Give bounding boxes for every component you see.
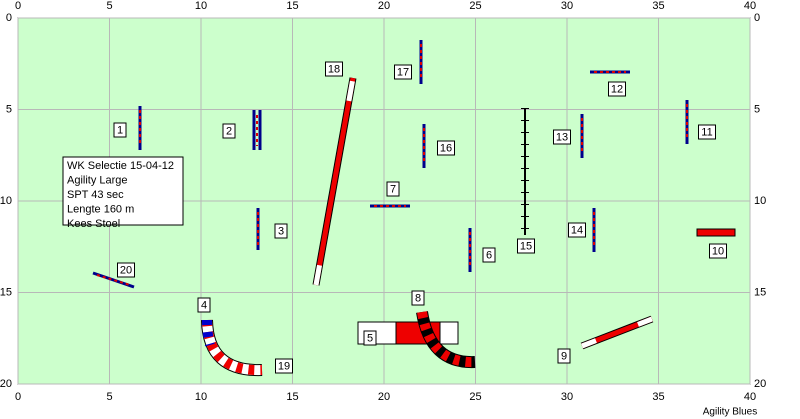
obstacle-label: 8 <box>415 292 421 304</box>
obstacle-label: 11 <box>701 126 712 138</box>
y-tick-label: 10 <box>754 195 766 207</box>
obstacle-label: 5 <box>367 332 373 344</box>
obstacle-label-box <box>553 129 571 145</box>
y-tick-label: 10 <box>0 195 12 207</box>
obstacle-label: 18 <box>328 63 340 75</box>
x-tick-label: 40 <box>744 0 756 12</box>
obstacle-label-box <box>709 243 727 259</box>
obstacle-label-box <box>113 122 127 138</box>
x-tick-label: 0 <box>15 391 21 403</box>
y-tick-label: 15 <box>754 286 766 298</box>
x-tick-label: 35 <box>652 391 664 403</box>
info-line: Kees Stoel <box>67 218 120 230</box>
obstacle-label-box <box>394 64 412 80</box>
x-tick-label: 25 <box>469 0 481 12</box>
obstacle-label: 9 <box>561 350 567 362</box>
obstacles <box>92 40 736 377</box>
y-tick-label: 5 <box>754 103 760 115</box>
obstacle-label: 16 <box>440 142 452 154</box>
x-tick-label: 25 <box>469 391 481 403</box>
jump-bar <box>96 44 688 286</box>
obstacle-label-box <box>482 247 496 263</box>
obstacle-label-box <box>557 348 571 364</box>
x-tick-label: 30 <box>561 391 573 403</box>
info-line: Agility Large <box>67 174 128 186</box>
obstacle-label: 4 <box>201 299 207 311</box>
y-tick-label: 0 <box>6 12 12 24</box>
obstacle-label: 3 <box>278 225 284 237</box>
x-tick-label: 5 <box>106 0 112 12</box>
obstacle-label-box <box>222 123 236 139</box>
obstacle-label: 19 <box>278 360 290 372</box>
tunnel <box>417 311 476 368</box>
obstacle-label-box <box>274 223 288 239</box>
obstacle-label: 17 <box>397 66 409 78</box>
obstacle-label-box <box>437 140 455 156</box>
info-line: SPT 43 sec <box>67 189 124 201</box>
obstacle-label: 10 <box>712 245 724 257</box>
obstacle-label: 7 <box>390 183 396 195</box>
dogwalk <box>313 77 356 286</box>
obstacle-label: 14 <box>571 224 583 236</box>
seesaw <box>581 316 653 349</box>
obstacle-label: 12 <box>611 83 623 95</box>
tunnel <box>202 319 263 376</box>
x-tick-label: 10 <box>195 391 207 403</box>
y-tick-label: 0 <box>754 12 760 24</box>
obstacle-label-box <box>325 61 343 77</box>
x-tick-label: 30 <box>561 0 573 12</box>
obstacle-label-box <box>411 290 425 306</box>
x-tick-label: 0 <box>15 0 21 12</box>
y-tick-label: 15 <box>0 286 12 298</box>
obstacle-label-box <box>608 81 626 97</box>
obstacle-label: 15 <box>520 240 532 252</box>
obstacle-label-box <box>197 297 211 313</box>
info-line: Lengte 160 m <box>67 203 134 215</box>
obstacle-label-box <box>363 330 377 346</box>
x-tick-label: 20 <box>378 0 390 12</box>
obstacle-label-box <box>698 124 716 140</box>
obstacle-label-box <box>517 238 535 254</box>
obstacle-label-box <box>568 222 586 238</box>
info-box <box>62 156 184 226</box>
obstacle-label: 2 <box>226 125 232 137</box>
obstacle-label: 6 <box>486 249 492 261</box>
y-tick-label: 20 <box>754 378 766 390</box>
obstacle-label-box <box>386 181 400 197</box>
obstacle-label-box <box>275 358 293 374</box>
tunnel <box>202 319 215 347</box>
x-tick-label: 10 <box>195 0 207 12</box>
obstacle-label: 13 <box>556 131 568 143</box>
info-line: WK Selectie 15-04-12 <box>67 160 174 172</box>
y-tick-label: 20 <box>0 378 12 390</box>
table <box>696 228 736 237</box>
y-tick-label: 5 <box>6 103 12 115</box>
x-tick-label: 35 <box>652 0 664 12</box>
obstacle-label: 1 <box>117 124 123 136</box>
x-tick-label: 5 <box>106 391 112 403</box>
x-tick-label: 15 <box>286 391 298 403</box>
obstacle-label-box <box>117 262 135 278</box>
x-tick-label: 20 <box>378 391 390 403</box>
footer: Agility Blues <box>703 407 757 418</box>
x-tick-label: 15 <box>286 0 298 12</box>
x-tick-label: 40 <box>744 391 756 403</box>
obstacle-label: 20 <box>120 264 132 276</box>
